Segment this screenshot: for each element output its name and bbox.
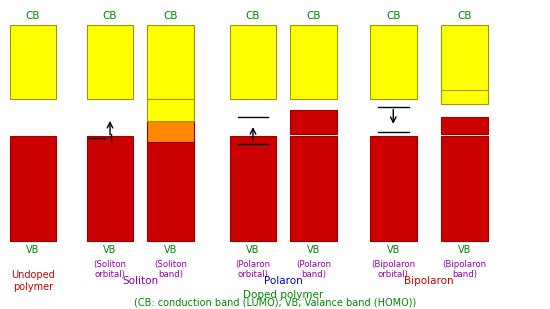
Text: CB: CB xyxy=(306,11,321,21)
Text: VB: VB xyxy=(164,245,177,255)
Text: CB: CB xyxy=(458,11,472,21)
Bar xyxy=(9,25,57,99)
Bar xyxy=(230,25,277,99)
Text: Soliton: Soliton xyxy=(122,276,158,286)
Text: CB: CB xyxy=(246,11,260,21)
Bar xyxy=(87,136,133,241)
Text: (Bipolaron
band): (Bipolaron band) xyxy=(443,260,487,279)
Bar xyxy=(441,25,488,99)
Text: (CB: conduction band (LUMO); VB; Valance band (HOMO)): (CB: conduction band (LUMO); VB; Valance… xyxy=(134,298,416,307)
Bar xyxy=(441,136,488,241)
Text: CB: CB xyxy=(163,11,178,21)
Bar xyxy=(87,25,133,99)
Text: CB: CB xyxy=(386,11,400,21)
Bar xyxy=(290,25,337,99)
Text: Bipolaron: Bipolaron xyxy=(404,276,454,286)
Bar xyxy=(370,136,417,241)
Text: VB: VB xyxy=(26,245,40,255)
Text: (Soliton
orbital): (Soliton orbital) xyxy=(94,260,126,279)
Text: (Soliton
band): (Soliton band) xyxy=(154,260,187,279)
Text: VB: VB xyxy=(246,245,260,255)
Bar xyxy=(147,136,194,241)
Text: Polaron: Polaron xyxy=(264,276,303,286)
Bar xyxy=(9,136,57,241)
Bar xyxy=(230,136,277,241)
Bar xyxy=(370,25,417,99)
Bar xyxy=(441,117,488,134)
Text: VB: VB xyxy=(103,245,117,255)
Bar xyxy=(290,136,337,241)
Bar xyxy=(290,110,337,134)
Text: CB: CB xyxy=(26,11,40,21)
Bar xyxy=(441,90,488,104)
Text: (Bipolaron
orbital): (Bipolaron orbital) xyxy=(371,260,415,279)
Text: (Polaron
orbital): (Polaron orbital) xyxy=(235,260,271,279)
Text: (Polaron
band): (Polaron band) xyxy=(296,260,331,279)
Text: CB: CB xyxy=(103,11,117,21)
Text: Doped polymer: Doped polymer xyxy=(243,290,323,300)
Text: VB: VB xyxy=(458,245,471,255)
Text: VB: VB xyxy=(307,245,320,255)
Text: VB: VB xyxy=(387,245,400,255)
Text: Undoped
polymer: Undoped polymer xyxy=(11,270,55,292)
Bar xyxy=(147,99,194,121)
Bar xyxy=(147,25,194,99)
Bar xyxy=(147,121,194,142)
